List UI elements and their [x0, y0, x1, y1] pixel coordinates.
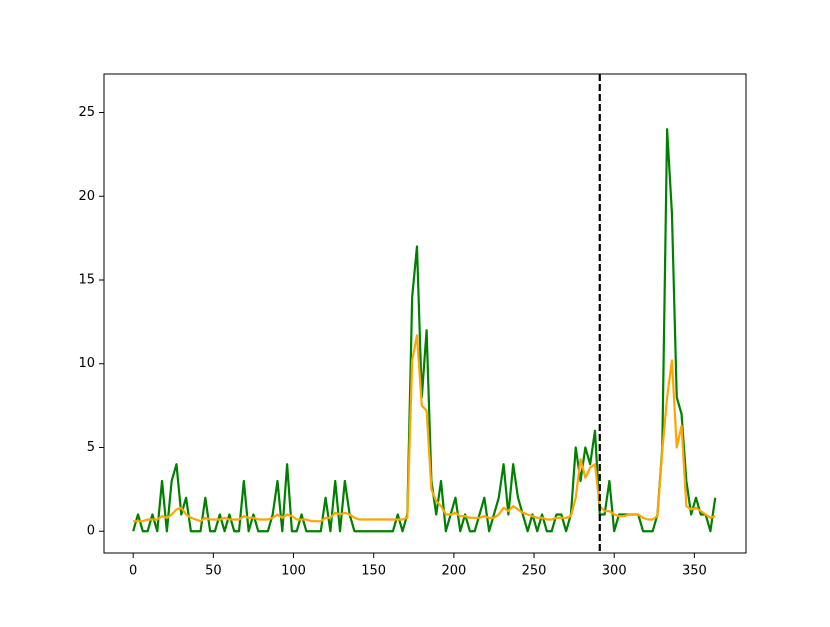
- y-tick-label: 20: [78, 189, 95, 204]
- x-tick-label: 50: [205, 564, 222, 579]
- series-line: [133, 334, 716, 523]
- y-tick-label: 5: [87, 440, 95, 455]
- x-tick-label: 250: [522, 564, 547, 579]
- x-tick-label: 200: [441, 564, 466, 579]
- y-tick-label: 15: [78, 273, 95, 288]
- y-tick-label: 0: [87, 524, 95, 539]
- x-tick-label: 350: [682, 564, 707, 579]
- y-tick-label: 25: [78, 105, 95, 120]
- x-tick-label: 100: [281, 564, 306, 579]
- x-tick-label: 150: [361, 564, 386, 579]
- plot-frame: [103, 73, 747, 554]
- x-tick-label: 300: [602, 564, 627, 579]
- series-line: [132, 128, 717, 533]
- y-tick-label: 10: [78, 356, 95, 371]
- x-tick-label: 0: [129, 564, 137, 579]
